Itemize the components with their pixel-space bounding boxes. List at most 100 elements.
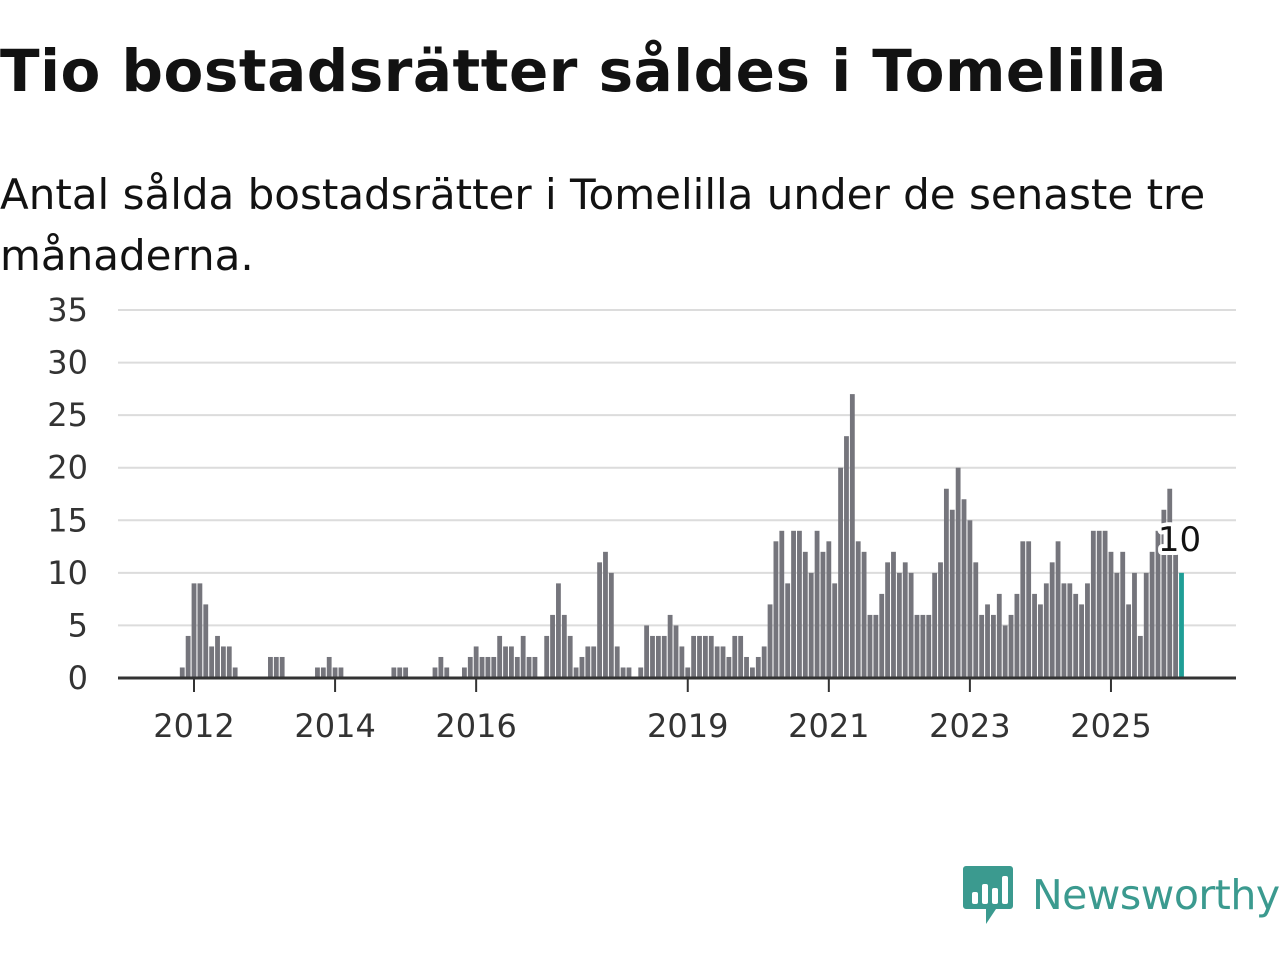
bar: [744, 656, 749, 678]
bar: [949, 509, 955, 678]
chart-subtitle: Antal sålda bostadsrätter i Tomelilla un…: [0, 170, 1206, 280]
bar: [273, 656, 279, 678]
bar: [920, 614, 926, 678]
bar: [761, 646, 767, 678]
bar: [896, 572, 902, 678]
bar: [902, 562, 908, 678]
bar: [685, 667, 691, 678]
bar: [603, 551, 608, 678]
bar: [438, 656, 444, 678]
bar: [397, 667, 403, 678]
bar: [955, 467, 961, 678]
bar: [991, 614, 996, 678]
bar: [626, 667, 632, 678]
bar: [1108, 551, 1114, 678]
bar: [567, 635, 573, 678]
bar: [867, 614, 873, 678]
bar: [802, 551, 808, 678]
bar: [943, 488, 949, 678]
bar: [1143, 572, 1149, 678]
bar: [1026, 541, 1032, 678]
bar: [573, 667, 579, 678]
bar: [320, 667, 326, 678]
bar: [526, 656, 532, 678]
logo-text: Newsworthy: [1032, 871, 1280, 919]
bar: [209, 646, 215, 678]
bar: [679, 646, 685, 678]
gridlines: [118, 309, 1236, 627]
bar: [973, 562, 979, 678]
bar: [844, 436, 849, 678]
bar: [391, 667, 397, 678]
bar: [702, 635, 708, 678]
bar: [914, 614, 920, 678]
bar: [1020, 541, 1026, 678]
bar: [985, 604, 990, 678]
y-tick-label: 10: [47, 554, 88, 592]
bar: [967, 520, 973, 678]
bar: [767, 604, 773, 678]
bar: [667, 614, 673, 678]
bar: [697, 635, 702, 678]
y-tick-label: 15: [47, 501, 88, 539]
bar: [785, 583, 791, 678]
bar: [891, 551, 896, 678]
bar: [932, 572, 938, 678]
bar: [879, 593, 885, 678]
bar: [1014, 593, 1020, 678]
bar: [738, 635, 744, 678]
bar: [755, 656, 761, 678]
bar: [832, 583, 838, 678]
x-tick-label: 2012: [153, 707, 234, 745]
bar: [820, 551, 826, 678]
bar: [620, 667, 626, 678]
bar: [908, 572, 914, 678]
bar: [268, 656, 273, 678]
x-tick-label: 2025: [1070, 707, 1151, 745]
bar: [497, 635, 503, 678]
bar: [1002, 625, 1008, 678]
bar: [1096, 530, 1102, 678]
x-tick-label: 2019: [647, 707, 728, 745]
bar: [232, 667, 238, 678]
bar: [885, 562, 891, 678]
bar: [1085, 583, 1090, 678]
bar: [556, 583, 561, 678]
bar: [179, 667, 185, 678]
bar: [1126, 604, 1132, 678]
bar: [1038, 604, 1043, 678]
bar: [403, 667, 409, 678]
bar: [561, 614, 567, 678]
bar-chart-speech-bubble-icon: [963, 866, 1013, 924]
bar: [203, 604, 209, 678]
bar: [655, 635, 661, 678]
bar: [979, 614, 985, 678]
bar: [779, 530, 785, 678]
newsworthy-logo: Newsworthy: [962, 862, 1280, 928]
y-tick-label: 20: [47, 449, 88, 487]
y-tick-label: 0: [68, 659, 88, 697]
bar: [591, 646, 597, 678]
bar: [1049, 562, 1055, 678]
bar: [1008, 614, 1014, 678]
x-axis: 2012 2014 2016 2019 2021 2023 2025: [153, 678, 1152, 745]
bar: [720, 646, 726, 678]
bar: [861, 551, 867, 678]
bar: [691, 635, 697, 678]
x-tick-label: 2021: [788, 707, 869, 745]
bar: [226, 646, 232, 678]
bar: [797, 530, 802, 678]
bar: [1067, 583, 1073, 678]
bar: [644, 625, 650, 678]
x-tick-label: 2016: [435, 707, 516, 745]
bar: [1167, 488, 1173, 678]
y-tick-label: 30: [47, 344, 88, 382]
bar: [473, 646, 479, 678]
bar: [838, 467, 843, 678]
bar: [491, 656, 497, 678]
bar: [1137, 635, 1143, 678]
bar: [791, 530, 796, 678]
bar: [1032, 593, 1037, 678]
bar: [503, 646, 508, 678]
